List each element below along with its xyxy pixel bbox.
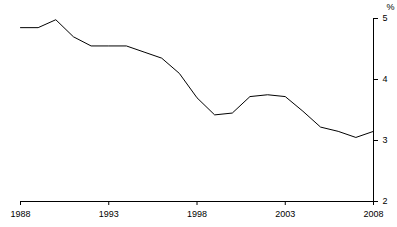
svg-text:1988: 1988 bbox=[10, 209, 30, 219]
svg-text:2: 2 bbox=[383, 196, 388, 206]
svg-text:3: 3 bbox=[383, 135, 388, 145]
svg-text:2008: 2008 bbox=[363, 209, 383, 219]
svg-text:%: % bbox=[386, 2, 394, 12]
svg-text:4: 4 bbox=[383, 74, 388, 84]
svg-text:2003: 2003 bbox=[275, 209, 295, 219]
svg-text:5: 5 bbox=[383, 13, 388, 23]
svg-text:1993: 1993 bbox=[99, 209, 119, 219]
svg-text:1998: 1998 bbox=[187, 209, 207, 219]
